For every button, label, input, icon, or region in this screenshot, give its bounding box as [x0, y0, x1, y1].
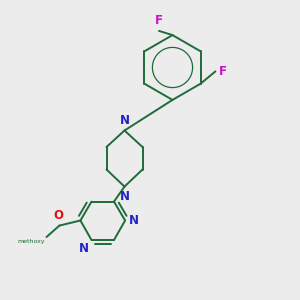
- Text: N: N: [119, 115, 130, 128]
- Text: F: F: [219, 65, 227, 78]
- Text: N: N: [119, 190, 130, 202]
- Text: methoxy: methoxy: [17, 238, 45, 244]
- Text: N: N: [129, 214, 139, 227]
- Text: F: F: [155, 14, 163, 27]
- Text: O: O: [53, 209, 63, 222]
- Text: N: N: [79, 242, 89, 254]
